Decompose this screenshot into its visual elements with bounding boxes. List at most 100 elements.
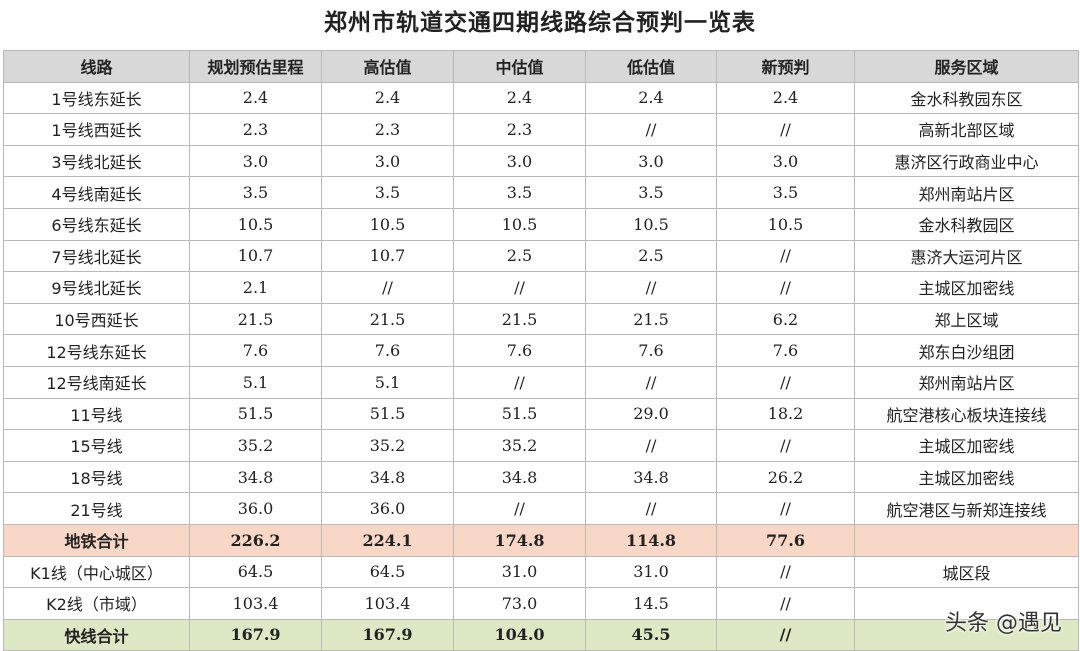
value-cell: 10.5 [321,207,454,241]
value-cell: 2.5 [585,239,717,273]
table-row: K1线（中心城区） 64.5 64.5 31.0 31.0//城区段 [3,555,1079,589]
value-cell: 3.0 [453,144,586,178]
service-area-cell: 主城区加密线 [854,460,1079,494]
value-cell: 6.2 [716,302,855,336]
value-cell: 77.6 [716,523,855,557]
header-cell: 低估值 [585,50,717,83]
value-cell: // [585,113,717,146]
table-row: 1号线东延长 2.4 2.4 2.4 2.4 2.4 金水科教园东区 [3,81,1079,115]
service-area-cell: 航空港区与新郑连接线 [854,492,1079,525]
value-cell: 10.7 [321,239,454,273]
table-row: 4号线南延长 3.5 3.5 3.5 3.5 3.5 郑州南站片区 [3,176,1079,209]
service-area-cell: 郑州南站片区 [854,176,1079,209]
route-name-cell: 4号线南延长 [3,176,190,209]
value-cell: 7.6 [716,334,855,367]
service-area-cell: 城区段 [854,555,1079,589]
value-cell: 31.0 [585,555,717,589]
route-name-cell: K1线（中心城区） [3,555,190,589]
value-cell: 10.5 [189,207,322,241]
value-cell: 35.2 [189,429,322,462]
service-area-cell [854,523,1079,557]
route-name-cell: K2线（市域） [3,587,190,620]
value-cell: 21.5 [585,302,717,336]
value-cell: 73.0 [453,587,586,620]
value-cell: 2.1 [189,271,322,304]
value-cell: // [453,492,586,525]
value-cell: 2.3 [321,113,454,146]
route-name-cell: 21号线 [3,492,190,525]
value-cell: 167.9 [321,618,454,651]
value-cell: 35.2 [453,429,586,462]
page-title: 郑州市轨道交通四期线路综合预判一览表 [324,10,756,36]
value-cell: 21.5 [189,302,322,336]
value-cell: 10.5 [585,207,717,241]
table-row: 10号西延长 21.5 21.5 21.5 21.5 6.2 郑上区域 [3,302,1079,336]
value-cell: 2.5 [453,239,586,273]
value-cell: 3.5 [453,176,586,209]
value-cell: 3.0 [716,144,855,178]
header-cell: 中估值 [453,50,586,83]
value-cell: 64.5 [189,555,322,589]
service-area-cell: 金水科教园东区 [854,81,1079,115]
header-cell: 高估值 [321,50,454,83]
value-cell: 2.4 [189,81,322,115]
value-cell: 31.0 [453,555,586,589]
service-area-cell: 高新北部区域 [854,113,1079,146]
value-cell: 51.5 [189,397,322,431]
route-name-cell: 15号线 [3,429,190,462]
value-cell: 64.5 [321,555,454,589]
value-cell: // [716,555,855,589]
value-cell: // [716,271,855,304]
service-area-cell: 郑上区域 [854,302,1079,336]
value-cell: 45.5 [585,618,717,651]
value-cell: 14.5 [585,587,717,620]
value-cell: // [716,365,855,399]
value-cell: 3.5 [321,176,454,209]
value-cell: 3.5 [716,176,855,209]
value-cell: 21.5 [453,302,586,336]
table-row: 12号线南延长 5.1 5.1//////郑州南站片区 [3,365,1079,399]
route-name-cell: 1号线东延长 [3,81,190,115]
table-row: 21号线 36.0 36.0//////航空港区与新郑连接线 [3,492,1079,525]
table-row: 3号线北延长 3.0 3.0 3.0 3.0 3.0 惠济区行政商业中心 [3,144,1079,178]
service-area-cell: 主城区加密线 [854,429,1079,462]
route-name-cell: 1号线西延长 [3,113,190,146]
route-name-cell: 11号线 [3,397,190,431]
value-cell: 21.5 [321,302,454,336]
value-cell: 3.5 [189,176,322,209]
service-area-cell: 惠济大运河片区 [854,239,1079,273]
value-cell: // [453,271,586,304]
service-area-cell: 主城区加密线 [854,271,1079,304]
service-area-cell: 金水科教园区 [854,207,1079,241]
service-area-cell: 航空港核心板块连接线 [854,397,1079,431]
value-cell: 2.4 [585,81,717,115]
route-name-cell: 6号线东延长 [3,207,190,241]
table-row: 6号线东延长 10.5 10.5 10.5 10.5 10.5 金水科教园区 [3,207,1079,241]
service-area-cell: 郑州南站片区 [854,365,1079,399]
value-cell: 2.4 [716,81,855,115]
value-cell: // [585,271,717,304]
value-cell: 224.1 [321,523,454,557]
value-cell: 3.5 [585,176,717,209]
value-cell: 2.4 [453,81,586,115]
value-cell: 10.5 [716,207,855,241]
table-header-row: 线路 规划预估里程 高估值 中估值 低估值 新预判 服务区域 [3,50,1079,83]
value-cell: 114.8 [585,523,717,557]
value-cell: // [585,429,717,462]
table-row: 1号线西延长 2.3 2.3 2.3////高新北部区域 [3,113,1079,146]
table-row: 11号线 51.5 51.5 51.5 29.0 18.2 航空港核心板块连接线 [3,397,1079,431]
route-name-cell: 地铁合计 [3,523,190,557]
header-cell: 新预判 [716,50,855,83]
table-row: K2线（市域） 103.4 103.4 73.0 14.5// [3,587,1079,620]
value-cell: 34.8 [321,460,454,494]
value-cell: // [585,492,717,525]
value-cell: 2.3 [453,113,586,146]
value-cell: 51.5 [321,397,454,431]
value-cell: 7.6 [189,334,322,367]
header-cell: 服务区域 [854,50,1079,83]
value-cell: 36.0 [189,492,322,525]
value-cell: 18.2 [716,397,855,431]
value-cell: 103.4 [189,587,322,620]
route-name-cell: 10号西延长 [3,302,190,336]
value-cell: // [716,587,855,620]
